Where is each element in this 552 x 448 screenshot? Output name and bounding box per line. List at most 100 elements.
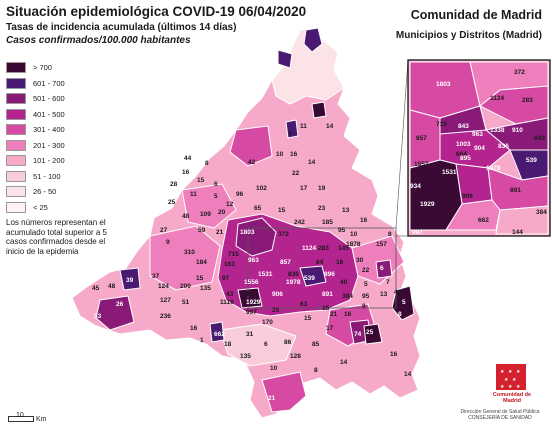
legend-label: 401 - 500 [33, 109, 65, 119]
map-label: 1878 [346, 241, 361, 248]
map-label: 163 [224, 261, 235, 268]
map-label: 13 [380, 291, 388, 298]
inset-label: 1929 [420, 201, 435, 208]
map-label: 1978 [286, 279, 301, 286]
inset-labels: 372 1803 1124 283 715 843 1338 910 640 8… [410, 69, 547, 236]
svg-text:★: ★ [508, 384, 513, 390]
map-label: 128 [290, 353, 301, 360]
map-label: 44 [184, 155, 192, 162]
map-label: 127 [160, 297, 171, 304]
svg-text:★: ★ [516, 384, 521, 390]
legend-item: 601 - 700 [6, 76, 65, 92]
footer: Dirección General de Salud Pública CONSE… [452, 409, 548, 421]
map-label: 1 [200, 337, 204, 344]
region-dark-north-2 [277, 49, 293, 69]
map-label: 45 [92, 285, 100, 292]
map-label: 16 [344, 311, 352, 318]
map-label: 27 [160, 227, 168, 234]
map-label: 184 [196, 259, 207, 266]
legend-swatch [6, 186, 26, 198]
map-label: 31 [246, 331, 254, 338]
map-label: 16 [190, 325, 198, 332]
scale-bar [8, 416, 34, 422]
inset-label: 662 [478, 217, 489, 224]
inset-label: 963 [472, 131, 483, 138]
legend-item: < 25 [6, 200, 65, 216]
map-label: 19 [318, 185, 326, 192]
inset-label: 904 [474, 145, 485, 152]
svg-text:★: ★ [504, 377, 509, 383]
map-label: 906 [272, 291, 283, 298]
map-label: 42 [248, 159, 256, 166]
map-label: 43 [226, 291, 234, 298]
map-label: 145 [338, 245, 349, 252]
inset-label: 906 [462, 193, 473, 200]
map-label: 857 [280, 259, 291, 266]
map-label: 25 [272, 307, 280, 314]
inset-label: 891 [510, 187, 521, 194]
inset-label: 715 [436, 121, 447, 128]
map-label: 185 [322, 219, 333, 226]
map-label: 17 [300, 185, 308, 192]
legend-label: < 25 [33, 202, 48, 212]
map-label: 5 [364, 281, 368, 288]
map-label: 33 [94, 313, 102, 320]
map-label: 124 [158, 283, 169, 290]
map-label: 85 [312, 341, 320, 348]
map-label: 102 [256, 185, 267, 192]
map-label: 1124 [302, 245, 316, 252]
map-label: 25 [366, 329, 374, 336]
map-title: Situación epidemiológica COVID-19 06/04/… [6, 4, 307, 19]
region-southwest-dark [95, 295, 135, 331]
map-label: 283 [318, 245, 329, 252]
legend-label: 501 - 600 [33, 94, 65, 104]
map-label: 16 [246, 291, 254, 298]
inset-label: 843 [458, 123, 469, 130]
map-label: 836 [288, 271, 299, 278]
legend-item: 26 - 50 [6, 184, 65, 200]
map-label: 896 [324, 271, 335, 278]
map-subtitle: Tasas de incidencia acumulada (últimos 1… [6, 22, 237, 33]
region-east-dark-2 [375, 259, 393, 279]
inset-label: 1531 [442, 169, 457, 176]
map-label: 28 [170, 181, 178, 188]
map-label: 40 [340, 279, 348, 286]
map-label: 310 [184, 249, 195, 256]
footer-line-1: Dirección General de Salud Pública [460, 409, 540, 415]
inset-label: 910 [512, 127, 523, 134]
legend-swatch [6, 124, 26, 136]
map-label: 170 [262, 319, 273, 326]
map-label: 86 [284, 339, 292, 346]
legend-swatch [6, 77, 26, 89]
region-central-dark [235, 217, 277, 257]
legend-swatch [6, 62, 26, 74]
map-label: 21 [330, 311, 338, 318]
map-label: 59 [198, 227, 206, 234]
map-label: 15 [322, 305, 330, 312]
map-label: 48 [108, 283, 116, 290]
inset-label: 664 [456, 151, 467, 158]
org-name: Comunidad de Madrid [410, 8, 542, 22]
map-label: 135 [240, 353, 251, 360]
footer-line-2: CONSEJERÍA DE SANIDAD [468, 415, 532, 421]
map-note: Los números representan el acumulado tot… [6, 218, 107, 256]
map-label: 22 [362, 267, 370, 274]
map-units: Casos confirmados/100.000 habitantes [6, 35, 191, 46]
inset-label: 895 [460, 155, 471, 162]
region-west-edge-dark [209, 321, 225, 343]
map-label: 23 [318, 205, 326, 212]
map-label: 7 [386, 279, 390, 286]
map-label: 5 [402, 299, 406, 306]
legend-swatch [6, 170, 26, 182]
scale-bar-unit: Km [36, 416, 47, 423]
map-label: 12 [226, 201, 234, 208]
map-label: 6 [214, 181, 218, 188]
legend-label: > 700 [33, 63, 52, 73]
map-zoom-rect [247, 227, 397, 309]
map-label: 96 [236, 191, 244, 198]
inset-label: 539 [526, 157, 537, 164]
region-east-dark-1 [391, 285, 415, 321]
map-labels: 44 8 42 10 16 14 16 15 28 6 25 11 5 22 7… [92, 109, 412, 402]
map-label: 963 [248, 257, 259, 264]
